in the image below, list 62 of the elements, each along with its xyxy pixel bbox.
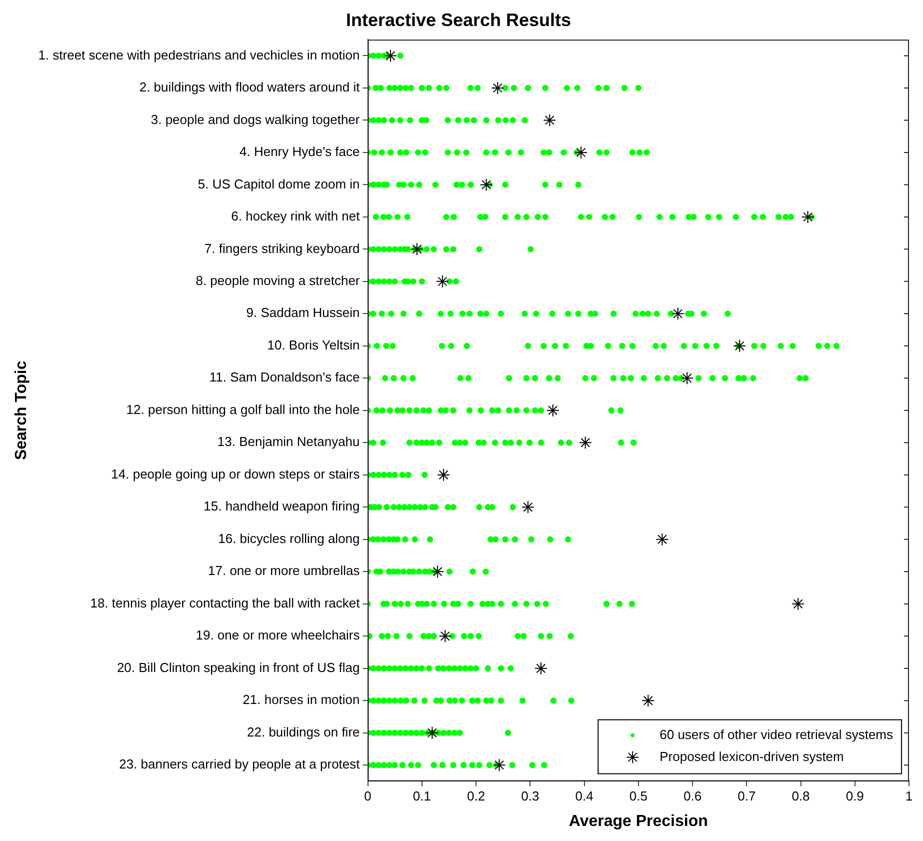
y-axis-title: Search Topic	[13, 360, 30, 460]
point	[437, 468, 450, 482]
point	[546, 404, 560, 417]
legend-label: 60 users of other video retrieval systems	[660, 726, 894, 742]
point	[438, 630, 452, 643]
x-tick-label: 0.5	[629, 788, 648, 804]
y-tick-label: 12. person hitting a golf ball into the hole	[126, 402, 360, 417]
point	[426, 726, 439, 740]
point	[578, 436, 592, 450]
point	[792, 597, 805, 610]
x-tick-label: 1	[905, 788, 913, 804]
y-tick-label: 4. Henry Hyde's face	[239, 144, 360, 160]
y-tick-label: 5. US Capitol dome zoom in	[198, 176, 360, 192]
y-tick-label: 2. buildings with flood waters around it	[139, 80, 360, 95]
point	[656, 532, 669, 546]
x-tick-label: 0.4	[575, 788, 594, 804]
y-tick-label: 13. Benjamin Netanyahu	[217, 434, 360, 450]
y-tick-label: 15. handheld weapon firing	[204, 498, 360, 514]
point	[491, 81, 504, 94]
y-tick-label: 9. Saddam Hussein	[246, 305, 360, 320]
y-tick-label: 18. tennis player contacting the ball with racket	[90, 595, 360, 610]
y-tick-label: 22. buildings on fire	[247, 724, 360, 740]
y-tick-label: 7. fingers striking keyboard	[204, 240, 360, 256]
point	[436, 274, 449, 288]
point	[733, 339, 746, 352]
x-tick-label: 0.2	[466, 788, 486, 804]
y-tick-label: 8. people moving a stretcher	[196, 273, 360, 288]
y-tick-label: 23. banners carried by people at a protest	[119, 756, 360, 772]
point	[801, 210, 814, 224]
y-tick-label: 21. horses in motion	[242, 692, 360, 708]
point	[480, 178, 493, 192]
y-tick-label: 3. people and dogs walking together	[150, 112, 360, 127]
point	[384, 49, 397, 62]
y-tick-label: 20. Bill Clinton speaking in front of US flag	[116, 660, 360, 675]
x-tick-label: 0.8	[792, 788, 810, 804]
x-tick-label: 0.1	[412, 788, 431, 804]
point	[431, 565, 444, 578]
point	[642, 694, 655, 708]
y-tick-label: 10. Boris Yeltsin	[267, 337, 360, 352]
y-tick-label: 14. people going up or down steps or stairs	[111, 466, 360, 482]
x-tick-label: 0	[364, 788, 372, 804]
x-tick-label: 0.3	[521, 788, 540, 804]
y-tick-label: 16. bicycles rolling along	[218, 530, 360, 546]
point	[680, 372, 694, 385]
point	[543, 114, 556, 127]
y-tick-label: 1. street scene with pedestrians and vechicles in motion	[38, 47, 360, 62]
y-tick-label: 19. one or more wheelchairs	[196, 628, 360, 643]
x-axis-title: Average Precision	[568, 812, 708, 830]
y-tick-label: 17. one or more umbrellas	[208, 563, 360, 578]
x-tick-label: 0.9	[846, 788, 864, 804]
x-tick-label: 0.6	[683, 788, 702, 804]
x-tick-label: 0.7	[738, 788, 756, 804]
point	[410, 242, 424, 256]
point	[534, 662, 548, 675]
point	[492, 758, 506, 772]
chart-title: Interactive Search Results	[346, 10, 572, 30]
legend-label: Proposed lexicon-driven system	[660, 748, 844, 764]
y-tick-label: 11. Sam Donaldson's face	[209, 370, 360, 385]
point	[521, 500, 534, 514]
point	[671, 307, 684, 320]
y-tick-label: 6. hockey rink with net	[231, 208, 360, 224]
point	[574, 146, 588, 159]
